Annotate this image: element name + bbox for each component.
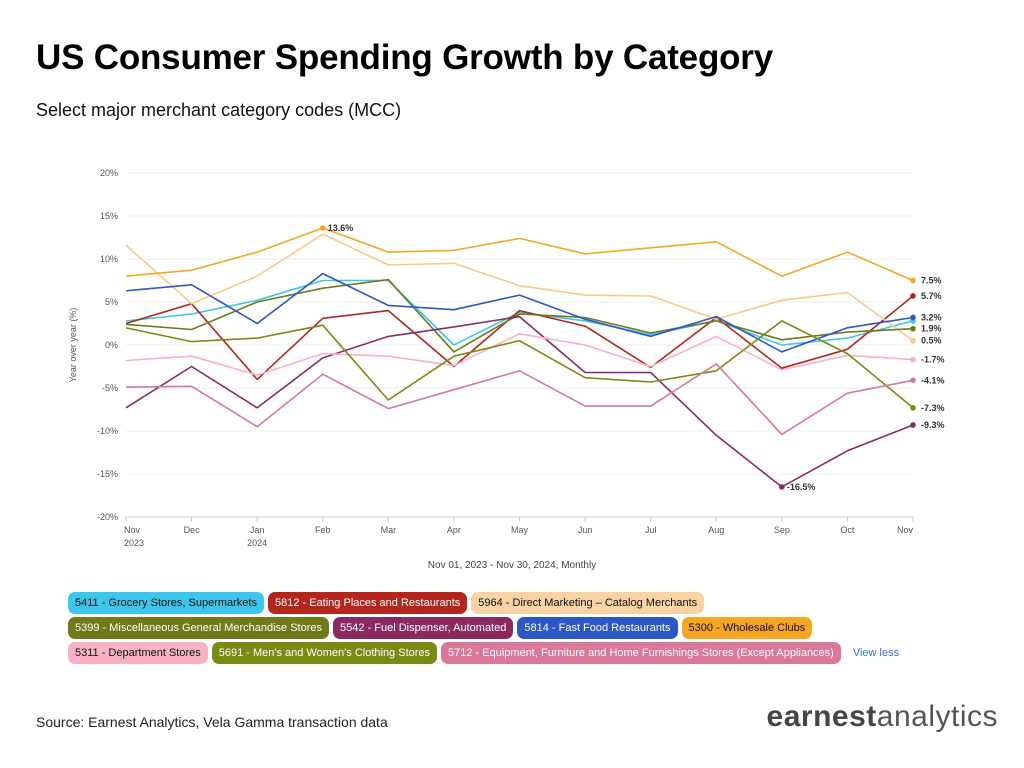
x-tick-label: Sep [774, 525, 790, 535]
series-end-marker [910, 325, 916, 332]
series-line [125, 278, 914, 353]
brand-logo-light: analytics [876, 700, 998, 733]
y-tick-label: 10% [100, 254, 118, 264]
legend-pill-misc-general-merchandise[interactable]: 5399 - Miscellaneous General Merchandise… [68, 617, 330, 639]
y-tick-label: -5% [102, 383, 118, 393]
legend-row: 5399 - Miscellaneous General Merchandise… [68, 617, 968, 639]
x-axis: Nov 2023 Dec Jan 2024 Feb Mar Apr May Jun Jul Aug Se… [124, 516, 914, 548]
series-end-marker [910, 293, 916, 299]
end-value-label: 1.9% [921, 324, 942, 334]
series-line [125, 233, 914, 342]
brand-logo: earnestanalytics [767, 700, 998, 734]
series-line [125, 272, 914, 353]
y-axis: 20% 15% 10% 5% 0% -5% -10% -15% -20% [97, 168, 118, 522]
legend-pill-fast-food[interactable]: 5814 - Fast Food Restaurants [517, 617, 678, 639]
y-tick-label: 20% [100, 168, 118, 178]
series-end-marker [910, 314, 916, 321]
x-tick-year-label: 2023 [124, 538, 144, 548]
x-tick-label: Oct [840, 525, 855, 535]
legend-pill-department-stores[interactable]: 5311 - Department Stores [68, 642, 208, 664]
x-tick-label: May [511, 525, 529, 535]
legend-row: 5411 - Grocery Stores, Supermarkets 5812… [68, 592, 968, 614]
end-value-label: -4.1% [921, 375, 945, 385]
x-tick-year-label: 2024 [247, 538, 267, 548]
legend-pill-home-furnishings[interactable]: 5712 - Equipment, Furniture and Home Fur… [441, 642, 841, 664]
series-end-marker [910, 422, 916, 428]
legend: 5411 - Grocery Stores, Supermarkets 5812… [68, 592, 968, 667]
series-end-marker [910, 277, 916, 284]
x-tick-label: Jul [645, 525, 657, 535]
legend-pill-fuel-dispenser[interactable]: 5542 - Fuel Dispenser, Automated [333, 617, 514, 639]
x-tick-label: Jun [578, 525, 593, 535]
x-tick-label: Nov [897, 525, 914, 535]
x-tick-label: Dec [184, 525, 201, 535]
legend-pill-direct-marketing[interactable]: 5964 - Direct Marketing – Catalog Mercha… [471, 592, 705, 614]
end-value-label: -1.7% [921, 355, 945, 365]
line-chart: 20% 15% 10% 5% 0% -5% -10% -15% -20% Nov 2023 Dec J… [68, 168, 945, 548]
series-line [125, 227, 914, 282]
page-subtitle: Select major merchant category codes (MC… [36, 100, 402, 120]
x-tick-label: Jan [250, 525, 265, 535]
view-less-link[interactable]: View less [852, 647, 900, 659]
legend-pill-eating-places[interactable]: 5812 - Eating Places and Restaurants [267, 592, 468, 614]
end-value-label: 5.7% [921, 291, 942, 301]
end-value-label: -9.3% [921, 420, 945, 430]
series-line [125, 295, 914, 381]
value-labels: 7.5% 5.7% 3.2% 1.9% 0.5% -1.7% -4.1% -7.3% -9.3%… [319, 223, 945, 492]
legend-pill-clothing-stores[interactable]: 5691 - Men's and Women's Clothing Stores [211, 642, 438, 664]
callout-marker [779, 484, 785, 490]
x-tick-label: Mar [381, 525, 397, 535]
series-line [125, 279, 914, 346]
y-tick-label: -15% [97, 469, 118, 479]
gridlines [126, 172, 913, 518]
date-range-caption: Nov 01, 2023 - Nov 30, 2024, Monthly [427, 560, 597, 571]
callout-marker [319, 225, 326, 231]
series-line [125, 333, 914, 376]
y-tick-label: -10% [97, 426, 118, 436]
series-end-marker [910, 356, 916, 363]
series-line [125, 363, 914, 436]
end-value-label: -7.3% [921, 403, 945, 413]
page-title: US Consumer Spending Growth by Category [36, 38, 773, 77]
legend-row: 5311 - Department Stores 5691 - Men's an… [68, 642, 968, 664]
series-line [125, 320, 914, 409]
x-tick-label: Apr [447, 525, 461, 535]
x-tick-label: Nov [124, 525, 141, 535]
source-note: Source: Earnest Analytics, Vela Gamma tr… [36, 714, 388, 730]
x-tick-label: Feb [315, 525, 331, 535]
legend-pill-grocery-stores[interactable]: 5411 - Grocery Stores, Supermarkets [68, 592, 264, 614]
end-value-label: 7.5% [921, 276, 942, 286]
callout-label: 13.6% [328, 223, 354, 233]
y-tick-label: -20% [97, 512, 118, 522]
series-end-marker [910, 377, 916, 384]
y-tick-label: 0% [105, 340, 118, 350]
series-line [125, 315, 914, 488]
series-end-marker [910, 404, 916, 411]
legend-pill-wholesale-clubs[interactable]: 5300 - Wholesale Clubs [681, 617, 813, 639]
y-axis-label: Year over year (%) [68, 308, 78, 383]
y-tick-label: 5% [105, 297, 118, 307]
y-tick-label: 15% [100, 211, 118, 221]
series-end-marker [910, 337, 916, 344]
brand-logo-bold: earnest [766, 700, 877, 733]
end-value-label: 0.5% [921, 336, 942, 346]
x-tick-label: Aug [708, 525, 724, 535]
end-value-label: 3.2% [921, 312, 942, 322]
callout-label: -16.5% [787, 482, 816, 492]
series-lines [125, 227, 916, 488]
